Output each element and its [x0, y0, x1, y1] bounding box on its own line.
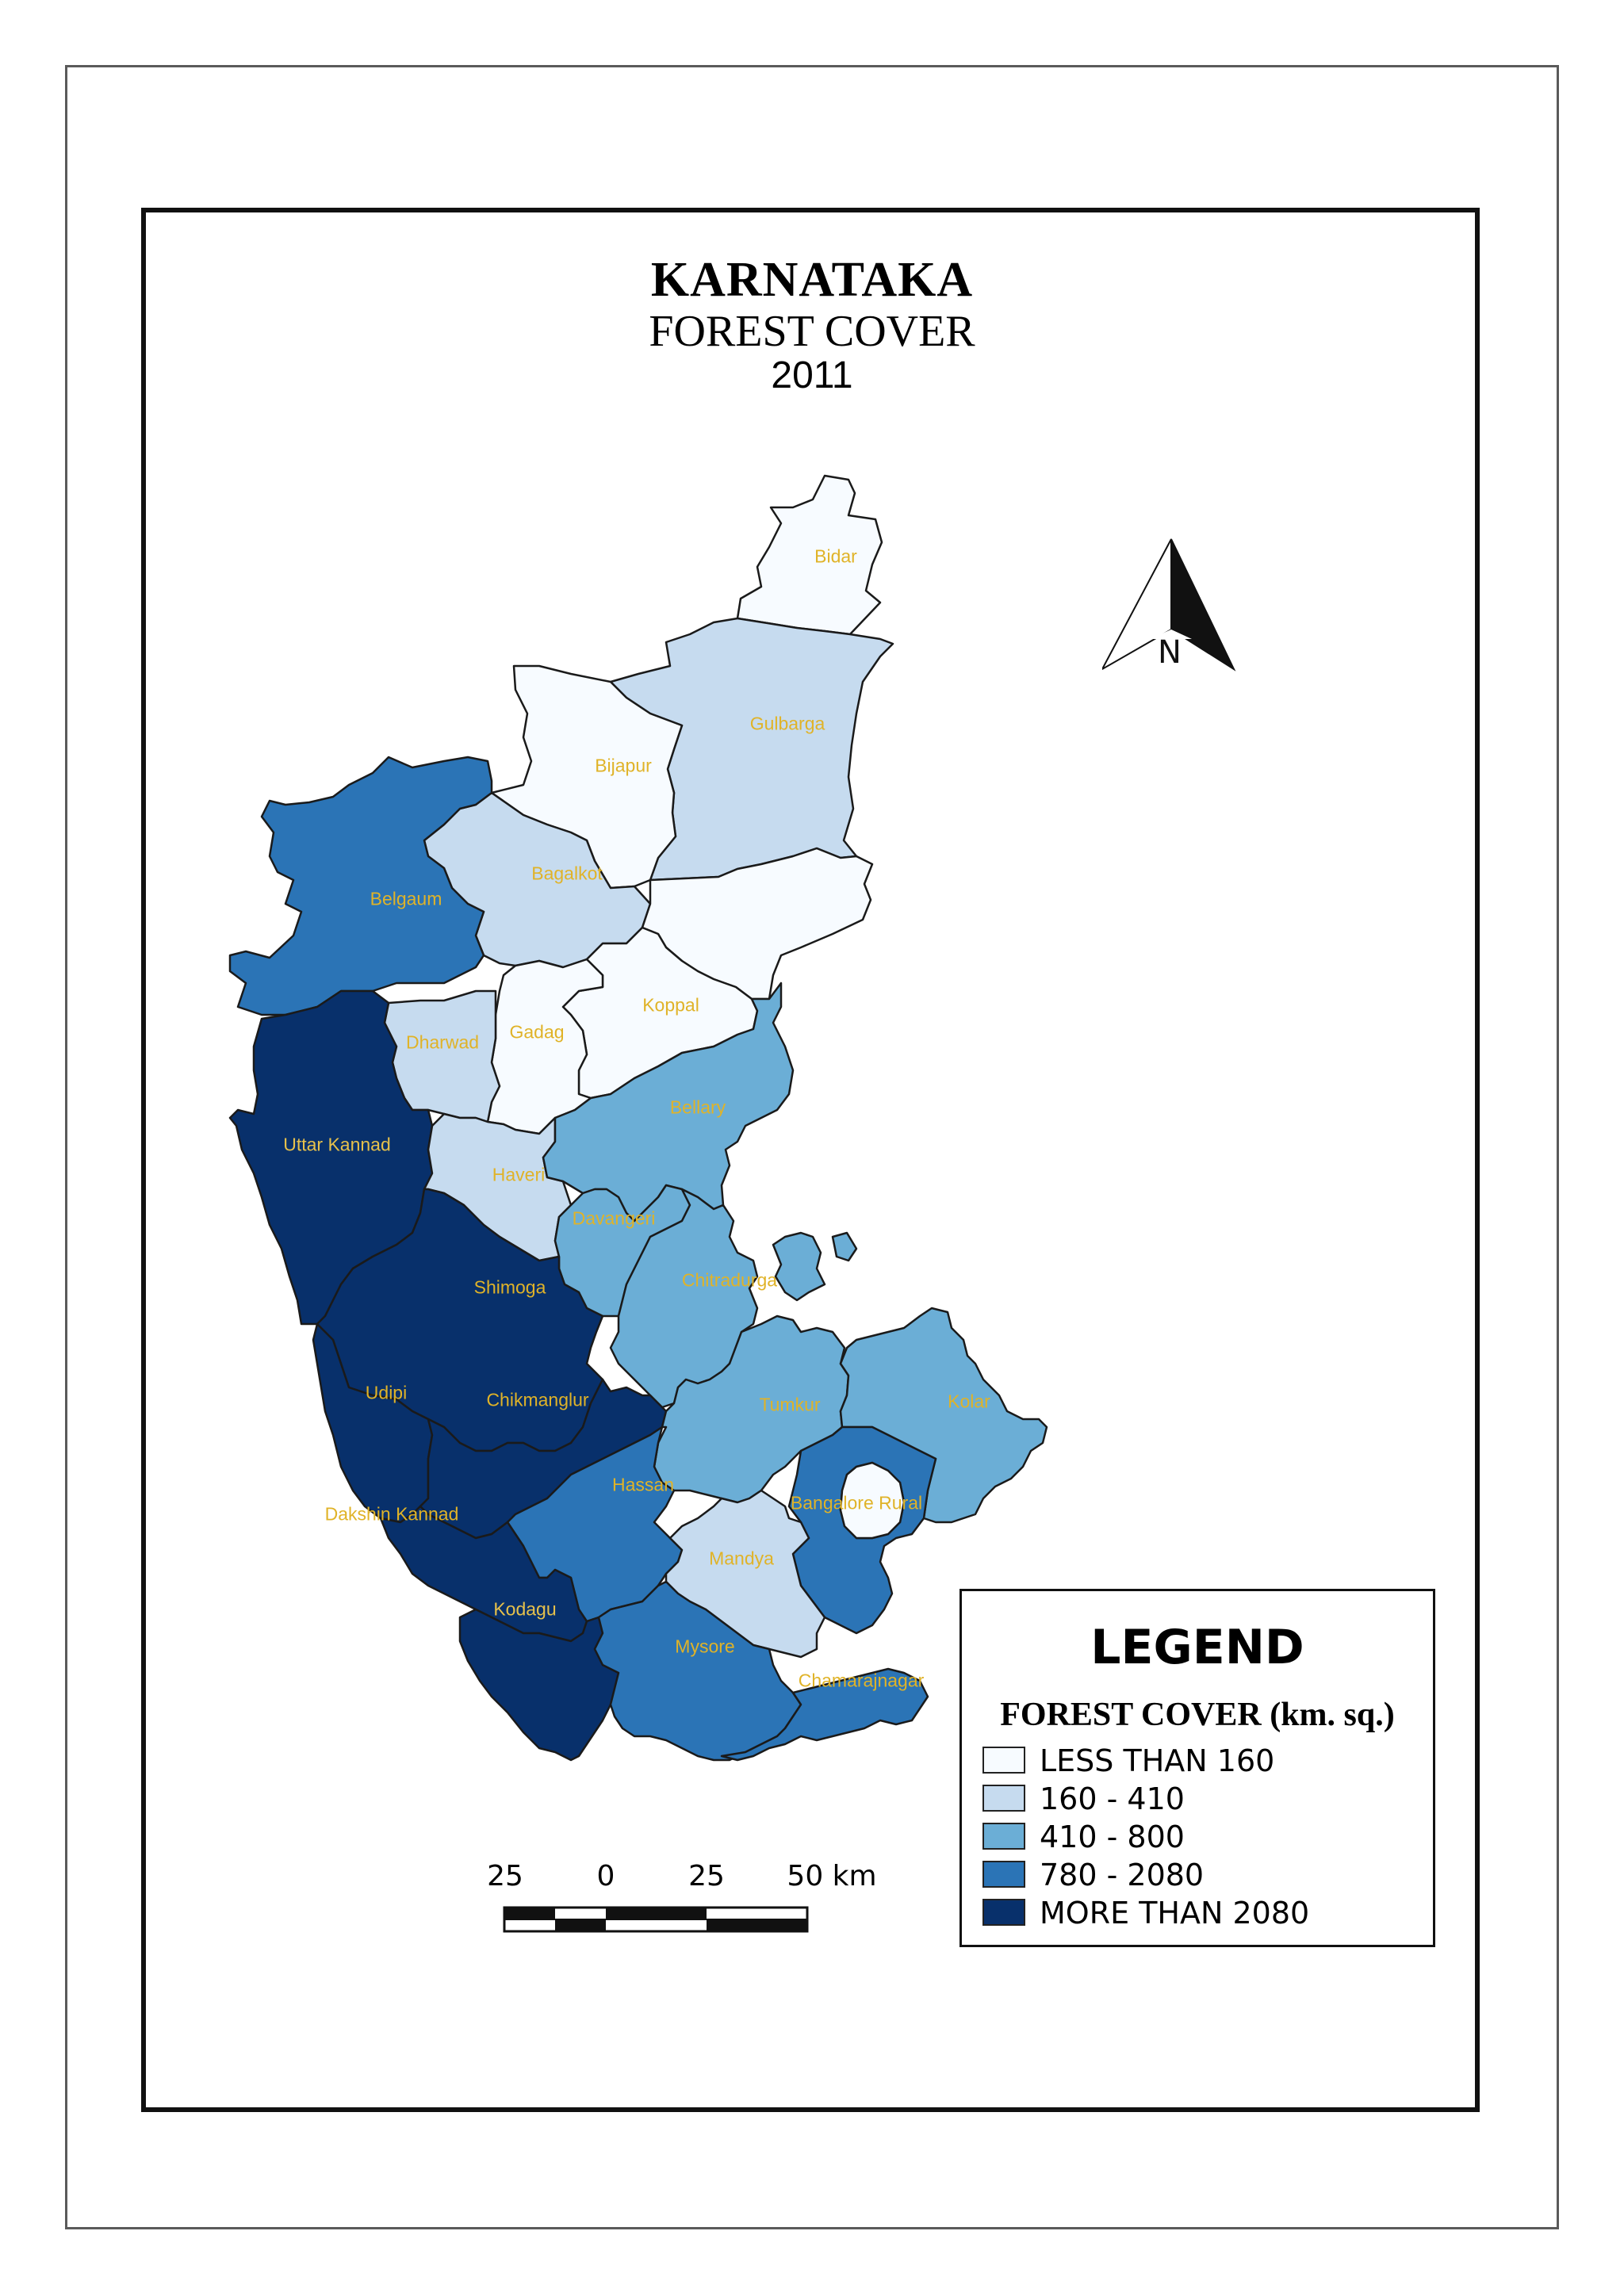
label-udipi: Udipi	[365, 1382, 408, 1403]
legend-label: 160 - 410	[1040, 1781, 1185, 1816]
label-uttar-kannad: Uttar Kannad	[283, 1134, 391, 1155]
legend-label: 780 - 2080	[1040, 1858, 1205, 1892]
district-chamarajnagar	[720, 1667, 929, 1762]
outer-page-border	[65, 65, 1559, 2229]
legend-title: LEGEND	[1090, 1620, 1304, 1675]
scale-label-25-left: 25	[487, 1860, 523, 1892]
legend-subtitle: FOREST COVER (km. sq.)	[1000, 1697, 1395, 1733]
label-koppal: Koppal	[642, 994, 699, 1016]
scale-label-50-km: 50 km	[787, 1860, 877, 1892]
label-chamarajnagar: Chamarajnagar	[798, 1670, 925, 1691]
north-arrow-icon	[1102, 538, 1236, 672]
legend-swatch	[982, 1785, 1025, 1812]
label-kolar: Kolar	[948, 1391, 990, 1412]
legend-swatch	[982, 1861, 1025, 1888]
legend-label: 410 - 800	[1040, 1820, 1185, 1854]
label-dakshin-kannad: Dakshin Kannad	[324, 1503, 459, 1525]
district-bidar	[736, 474, 883, 636]
label-bijapur: Bijapur	[595, 755, 652, 776]
north-label: N	[1158, 634, 1182, 671]
legend: LEGEND FOREST COVER (km. sq.) LESS THAN …	[959, 1589, 1435, 1947]
label-haveri: Haveri	[492, 1164, 546, 1185]
map-frame	[141, 208, 1480, 2112]
label-bellary: Bellary	[669, 1096, 726, 1118]
scale-bar	[503, 1906, 809, 1933]
label-dharwad: Dharwad	[405, 1031, 480, 1053]
label-bagalkot: Bagalkot	[531, 863, 603, 884]
label-mysore: Mysore	[675, 1636, 735, 1657]
label-shimoga: Shimoga	[473, 1276, 546, 1298]
label-davangere: Davangeri	[572, 1207, 656, 1229]
label-tumkur: Tumkur	[759, 1394, 821, 1415]
district-bellary-enclave	[772, 1231, 826, 1302]
label-mandya: Mandya	[709, 1548, 774, 1569]
legend-label: MORE THAN 2080	[1040, 1896, 1310, 1931]
label-chitradurga: Chitradurga	[681, 1269, 778, 1291]
scale-label-25: 25	[688, 1860, 725, 1892]
label-kodagu: Kodagu	[493, 1598, 557, 1620]
label-gadag: Gadag	[509, 1021, 565, 1043]
label-chikmanglur: Chikmanglur	[486, 1389, 589, 1410]
map-year: 2011	[771, 354, 853, 396]
label-hassan: Hassan	[612, 1474, 674, 1495]
district-dakshin-kannad	[379, 1505, 588, 1643]
district-tumkur-enclave	[831, 1231, 858, 1262]
legend-swatch	[982, 1823, 1025, 1850]
label-belgaum: Belgaum	[370, 888, 442, 909]
district-bijapur	[490, 664, 684, 890]
map-subtitle: FOREST COVER	[649, 307, 975, 356]
scale-label-0: 0	[596, 1860, 615, 1892]
legend-label: LESS THAN 160	[1040, 1743, 1275, 1778]
legend-swatch	[982, 1899, 1025, 1926]
map-title: KARNATAKA	[650, 253, 974, 307]
legend-swatch	[982, 1747, 1025, 1774]
label-bidar: Bidar	[814, 545, 857, 567]
label-bangalore-rural: Bangalore Rural	[790, 1492, 923, 1513]
label-gulbarga: Gulbarga	[749, 713, 825, 734]
district-bangalore-urban	[839, 1461, 906, 1540]
